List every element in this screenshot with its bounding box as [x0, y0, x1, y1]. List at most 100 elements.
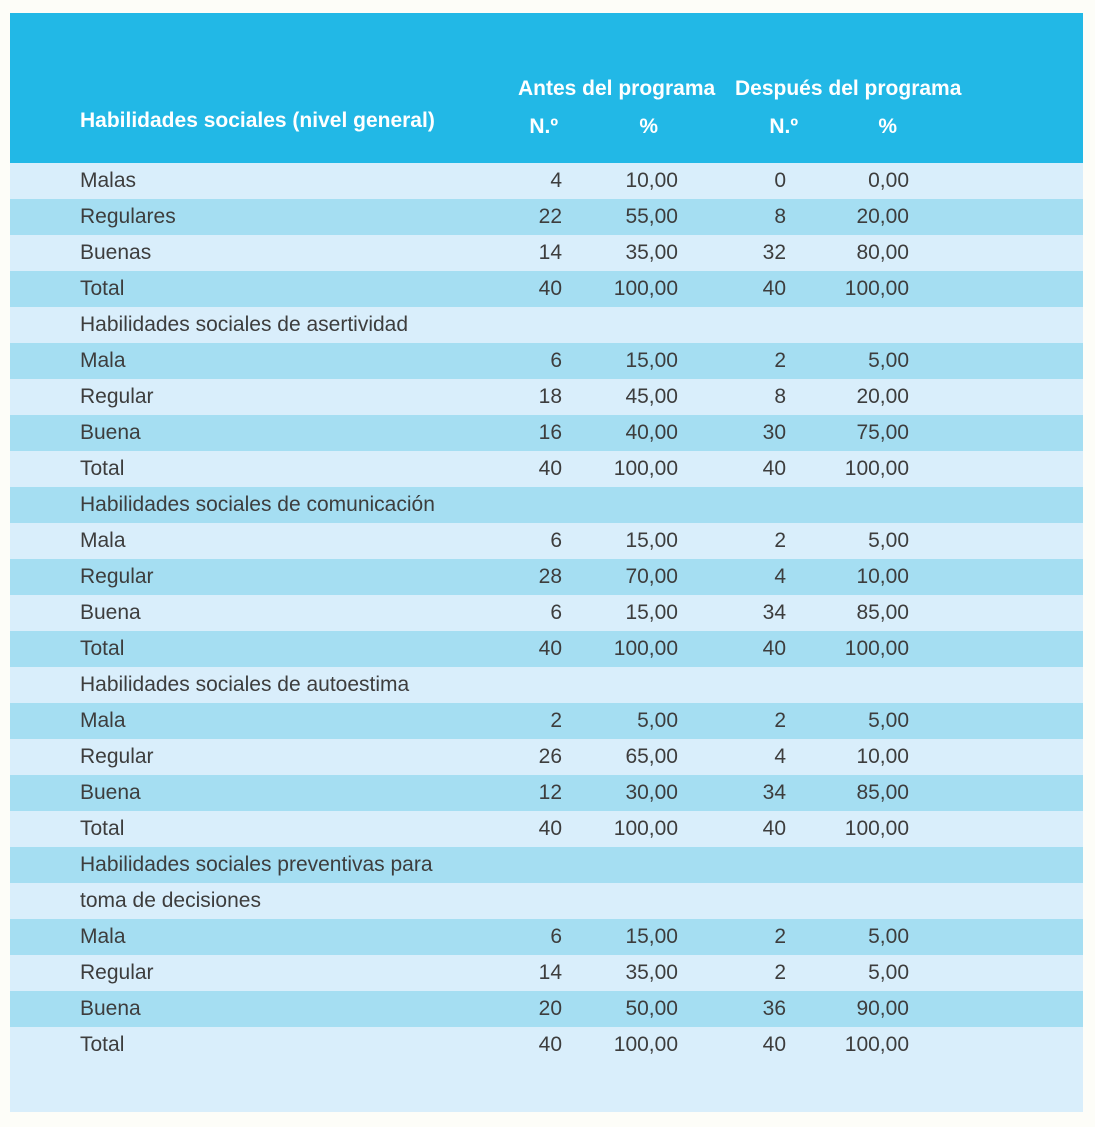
antes-pct-cell: 100,00 — [613, 637, 678, 660]
header-group-antes: Antes del programa — [460, 13, 715, 103]
section-label-cell: Habilidades sociales de autoestima — [80, 673, 410, 696]
row-spacer-cell — [915, 451, 1083, 487]
despues-pct-cell: 100,00 — [844, 817, 909, 840]
despues-n-cell: 2 — [774, 349, 786, 372]
despues-pct-cell: 100,00 — [844, 1033, 909, 1056]
despues-pct-cell: 100,00 — [844, 637, 909, 660]
despues-n-cell: 2 — [774, 925, 786, 948]
row-label-cell: Regular — [80, 565, 154, 588]
table-row: Total 40 100,00 40 100,00 — [10, 1027, 1083, 1063]
row-spacer-cell — [915, 271, 1083, 307]
antes-n-cell: 40 — [538, 277, 562, 300]
table-row: Buena 20 50,00 36 90,00 — [10, 991, 1083, 1027]
section-label-cell: Habilidades sociales preventivas para — [80, 853, 433, 876]
row-spacer-cell — [915, 415, 1083, 451]
row-label-cell: Mala — [80, 349, 126, 372]
row-spacer-cell — [915, 595, 1083, 631]
antes-pct-cell: 15,00 — [625, 601, 678, 624]
row-label-cell: Regular — [80, 385, 154, 408]
antes-pct-cell: 70,00 — [625, 565, 678, 588]
antes-pct-cell: 100,00 — [613, 817, 678, 840]
antes-n-cell: 20 — [538, 997, 562, 1020]
antes-pct-cell: 5,00 — [637, 709, 678, 732]
antes-n-cell: 6 — [550, 925, 562, 948]
row-label-cell: Mala — [80, 709, 126, 732]
despues-pct-cell: 5,00 — [868, 961, 909, 984]
despues-n-cell: 40 — [762, 817, 786, 840]
row-spacer-cell — [915, 811, 1083, 847]
antes-n-cell: 40 — [538, 1033, 562, 1056]
antes-n-cell: 6 — [550, 529, 562, 552]
antes-pct-cell: 100,00 — [613, 1033, 678, 1056]
row-label-cell: Buenas — [80, 241, 152, 264]
row-spacer-cell — [915, 523, 1083, 559]
row-label-cell: Regulares — [80, 205, 176, 228]
antes-pct-cell: 10,00 — [625, 169, 678, 192]
table-row: Total 40 100,00 40 100,00 — [10, 271, 1083, 307]
despues-n-cell: 40 — [762, 1033, 786, 1056]
row-label-cell: Total — [80, 817, 125, 840]
antes-n-cell: 40 — [538, 457, 562, 480]
header-row-label: Habilidades sociales (nivel general) — [10, 13, 460, 163]
despues-n-cell: 32 — [762, 241, 786, 264]
despues-pct-cell: 10,00 — [856, 745, 909, 768]
despues-n-cell: 8 — [774, 205, 786, 228]
row-spacer-cell — [915, 163, 1083, 199]
despues-pct-cell: 85,00 — [856, 781, 909, 804]
section-row: Habilidades sociales de autoestima — [10, 667, 1083, 703]
antes-pct-cell: 40,00 — [625, 421, 678, 444]
row-label-cell: Regular — [80, 745, 154, 768]
row-spacer-cell — [915, 955, 1083, 991]
table-row: Total 40 100,00 40 100,00 — [10, 451, 1083, 487]
despues-pct-cell: 75,00 — [856, 421, 909, 444]
despues-pct-cell: 5,00 — [868, 925, 909, 948]
antes-n-cell: 26 — [538, 745, 562, 768]
footer-pad — [10, 1063, 1083, 1112]
despues-n-cell: 2 — [774, 961, 786, 984]
row-label-cell: Buena — [80, 997, 141, 1020]
table-row: Mala 2 5,00 2 5,00 — [10, 703, 1083, 739]
despues-pct-cell: 100,00 — [844, 457, 909, 480]
antes-pct-cell: 55,00 — [625, 205, 678, 228]
antes-n-cell: 28 — [538, 565, 562, 588]
row-label-cell: Buena — [80, 781, 141, 804]
antes-pct-cell: 35,00 — [625, 961, 678, 984]
row-spacer-cell — [915, 919, 1083, 955]
antes-n-cell: 12 — [538, 781, 562, 804]
section-row: toma de decisiones — [10, 883, 1083, 919]
section-row: Habilidades sociales preventivas para — [10, 847, 1083, 883]
antes-n-cell: 14 — [538, 241, 562, 264]
table-row: Buena 12 30,00 34 85,00 — [10, 775, 1083, 811]
despues-pct-cell: 10,00 — [856, 565, 909, 588]
section-row: Habilidades sociales de comunicación — [10, 487, 1083, 523]
table-row: Total 40 100,00 40 100,00 — [10, 811, 1083, 847]
despues-n-cell: 34 — [762, 601, 786, 624]
header-antes-pct: % — [570, 103, 685, 163]
table-row: Total 40 100,00 40 100,00 — [10, 631, 1083, 667]
table-row: Mala 6 15,00 2 5,00 — [10, 523, 1083, 559]
table-row: Regular 14 35,00 2 5,00 — [10, 955, 1083, 991]
despues-pct-cell: 85,00 — [856, 601, 909, 624]
table-row: Buena 6 15,00 34 85,00 — [10, 595, 1083, 631]
table-row: Buenas 14 35,00 32 80,00 — [10, 235, 1083, 271]
row-label-cell: Total — [80, 277, 125, 300]
table-row: Buena 16 40,00 30 75,00 — [10, 415, 1083, 451]
antes-pct-cell: 15,00 — [625, 925, 678, 948]
row-label-cell: Mala — [80, 925, 126, 948]
antes-n-cell: 6 — [550, 601, 562, 624]
row-label-cell: Mala — [80, 529, 126, 552]
header-despues-n: N.º — [685, 103, 800, 163]
despues-n-cell: 30 — [762, 421, 786, 444]
row-spacer-cell — [915, 775, 1083, 811]
row-label-cell: Buena — [80, 421, 141, 444]
despues-pct-cell: 5,00 — [868, 709, 909, 732]
antes-pct-cell: 100,00 — [613, 457, 678, 480]
table-footer — [10, 1063, 1083, 1112]
row-spacer-cell — [915, 199, 1083, 235]
despues-pct-cell: 20,00 — [856, 205, 909, 228]
row-label-cell: Total — [80, 457, 125, 480]
row-spacer-cell — [915, 631, 1083, 667]
row-spacer-cell — [915, 703, 1083, 739]
despues-n-cell: 40 — [762, 457, 786, 480]
row-label-cell: Buena — [80, 601, 141, 624]
